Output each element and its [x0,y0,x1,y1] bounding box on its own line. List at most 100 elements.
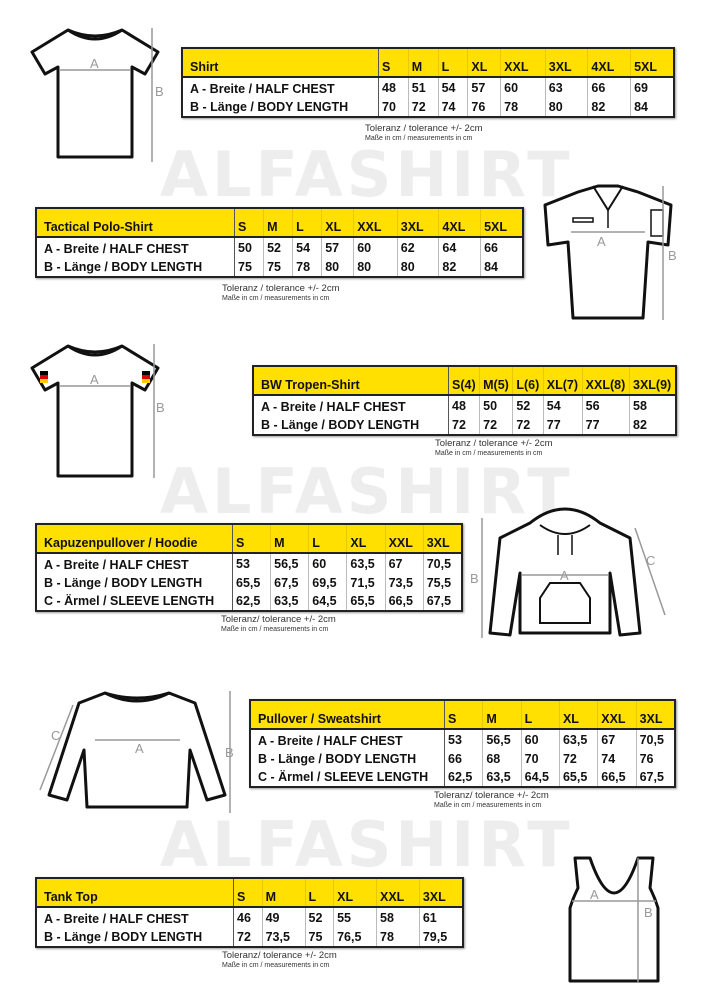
measurement-value: 82 [629,416,676,435]
size-header: 3XL [544,48,588,78]
measurement-value: 57 [467,77,501,98]
measurement-value: 67,5 [270,574,309,592]
measurement-value: 63 [544,77,588,98]
size-header: M [261,878,305,908]
size-header: 5XL [630,48,674,78]
units-text: Maße in cm / measurements in cm [222,962,330,969]
measurement-value: 63,5 [558,729,598,750]
measurement-value: 69,5 [308,574,347,592]
measurement-value: 56,5 [482,729,522,750]
measurement-value: 60 [308,553,347,574]
size-header: 3XL [418,878,463,908]
measurement-value: 67,5 [422,592,462,611]
measurement-value: 56,5 [270,553,309,574]
svg-text:B: B [156,400,165,415]
measurement-label: A - Breite / HALF CHEST [182,77,379,98]
size-header: XXL [597,700,637,730]
table-row: B - Länge / BODY LENGTH 72 73,5 75 76,5 78 79,… [36,928,463,947]
size-header: 3XL [396,208,439,238]
size-header: M(5) [479,366,513,396]
size-table-hoodie: Kapuzenpullover / Hoodie S M L XL XXL 3XL A - B… [35,523,463,612]
table-title: Shirt [182,48,379,78]
bw-shirt-illustration: A B [30,344,165,478]
table-row: A - Breite / HALF CHEST 48 51 54 57 60 63 66 69 [182,77,674,98]
measurement-value: 66,5 [597,768,637,787]
measurement-value: 74 [597,750,637,768]
size-table-bw-tropen-shirt: BW Tropen-Shirt S(4) M(5) L(6) XL(7) XXL(8) 3X… [252,365,677,436]
size-header: XXL(8) [581,366,630,396]
svg-text:B: B [155,84,164,99]
size-header: L [437,48,468,78]
measurement-value: 70,5 [635,729,675,750]
table-title: Tactical Polo-Shirt [36,208,235,238]
measurement-value: 70,5 [422,553,462,574]
size-header: XL(7) [542,366,583,396]
tolerance-text: Toleranz/ tolerance +/- 2cm [434,790,549,801]
measurement-value: 56 [581,395,630,416]
measurement-value: 64,5 [308,592,347,611]
measurement-value: 67,5 [635,768,675,787]
measurement-value: 60 [500,77,546,98]
table-row: A - Breite / HALF CHEST 46 49 52 55 58 61 [36,907,463,928]
watermark: ALFASHIRT [160,455,574,528]
measurement-label: C - Ärmel / SLEEVE LENGTH [36,592,233,611]
measurement-value: 75 [263,258,293,277]
size-table-shirt: Shirt S M L XL XXL 3XL 4XL 5XL A - Breite / HALF … [181,47,675,118]
measurement-label: B - Länge / BODY LENGTH [36,258,235,277]
measurement-value: 64,5 [520,768,560,787]
size-header: S(4) [447,366,480,396]
measurement-value: 53 [443,729,483,750]
tolerance-text: Toleranz/ tolerance +/- 2cm [221,614,336,625]
measurement-value: 57 [321,237,354,258]
size-table-tank-top: Tank Top S M L XL XXL 3XL A - Breite / HALF CHE… [35,877,464,948]
measurement-value: 82 [438,258,481,277]
measurement-value: 52 [263,237,293,258]
size-header: S [233,208,264,238]
measurement-label: A - Breite / HALF CHEST [253,395,449,416]
measurement-value: 62,5 [443,768,483,787]
tshirt-illustration: A B [30,28,164,162]
table-row: B - Länge / BODY LENGTH 66 68 70 72 74 76 [250,750,675,768]
table-row: C - Ärmel / SLEEVE LENGTH 62,5 63,5 64,5 65,… [250,768,675,787]
measurement-label: C - Ärmel / SLEEVE LENGTH [250,768,445,787]
measurement-value: 73,5 [261,928,305,947]
measurement-value: 66,5 [384,592,424,611]
measurement-value: 68 [482,750,522,768]
german-flag-icon [142,371,150,383]
measurement-label: B - Länge / BODY LENGTH [250,750,445,768]
measurement-value: 55 [333,907,377,928]
measurement-value: 48 [447,395,480,416]
svg-text:A: A [135,741,144,756]
units-text: Maße in cm / measurements in cm [221,626,329,633]
measurement-value: 62 [396,237,439,258]
svg-text:A: A [597,234,606,249]
measurement-value: 65,5 [346,592,386,611]
svg-text:B: B [470,571,479,586]
measurement-value: 62,5 [231,592,271,611]
measurement-value: 82 [587,98,631,117]
measurement-label: A - Breite / HALF CHEST [250,729,445,750]
measurement-value: 73,5 [384,574,424,592]
size-header: M [482,700,522,730]
measurement-label: B - Länge / BODY LENGTH [36,928,234,947]
measurement-label: A - Breite / HALF CHEST [36,237,235,258]
size-header: XL [558,700,598,730]
table-row: C - Ärmel / SLEEVE LENGTH 62,5 63,5 64,5 65,… [36,592,462,611]
measurement-value: 66 [480,237,523,258]
size-header: XXL [384,524,424,554]
size-header: 3XL(9) [629,366,676,396]
measurement-value: 76,5 [333,928,377,947]
size-header: S [233,878,263,908]
size-table-polo: Tactical Polo-Shirt S M L XL XXL 3XL 4XL 5XL A - … [35,207,524,278]
measurement-value: 74 [437,98,468,117]
svg-text:A: A [90,372,99,387]
measurement-label: B - Länge / BODY LENGTH [253,416,449,435]
units-text: Maße in cm / measurements in cm [365,135,473,142]
measurement-value: 67 [384,553,424,574]
measurement-value: 50 [233,237,264,258]
size-header: XXL [353,208,398,238]
measurement-value: 63,5 [482,768,522,787]
size-header: 4XL [587,48,631,78]
table-row: A - Breite / HALF CHEST 48 50 52 54 56 58 [253,395,676,416]
table-row: B - Länge / BODY LENGTH 75 75 78 80 80 80 82 84 [36,258,523,277]
